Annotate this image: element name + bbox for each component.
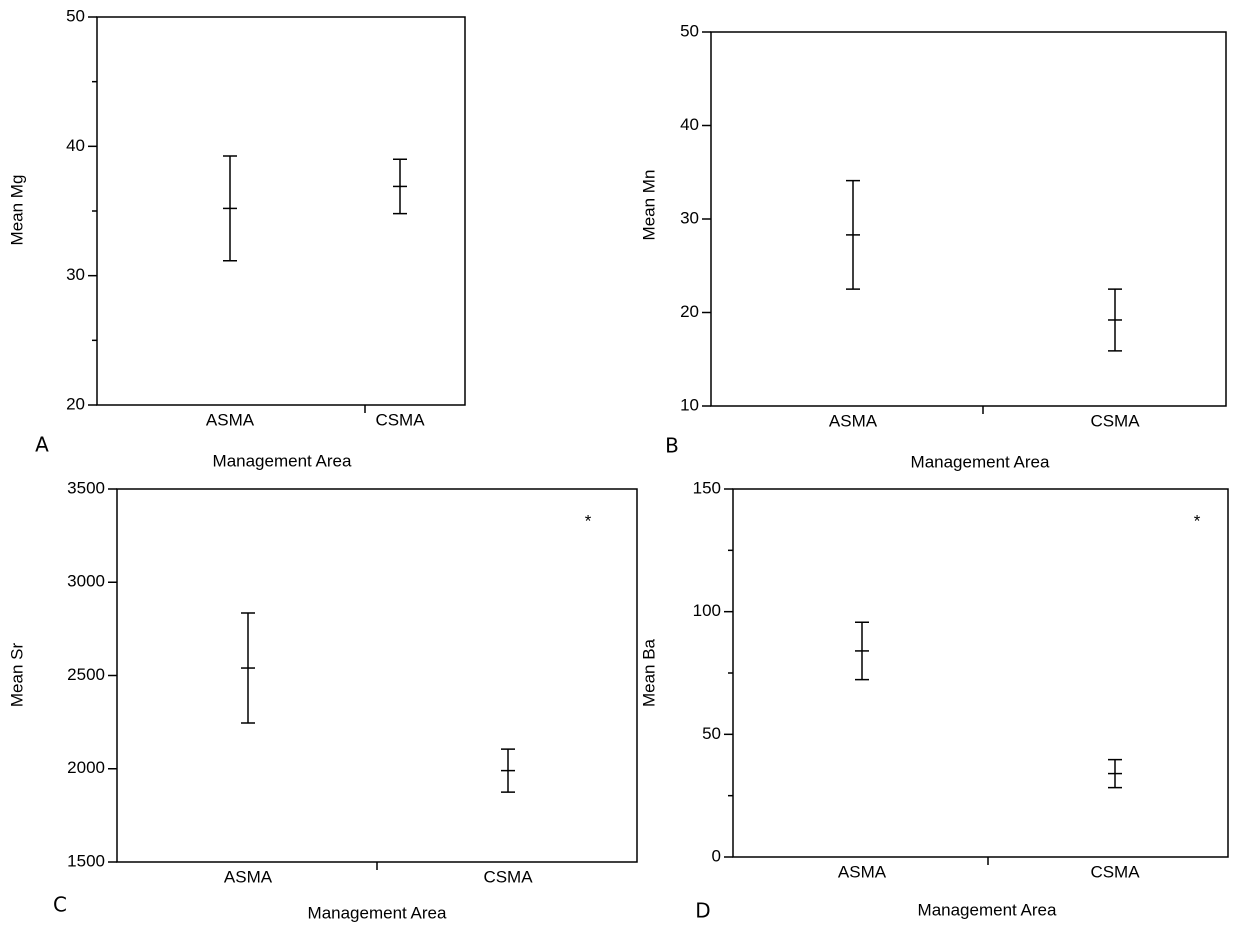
y-tick-label: 3500 [67,478,105,497]
annotation: * [585,511,592,530]
panel-label: B [665,434,679,458]
y-axis-label: Mean Ba [639,638,658,707]
y-axis-label: Mean Mn [639,170,658,241]
x-axis-label: Management Area [308,903,447,922]
panel-label: C [53,893,67,917]
y-tick-label: 3000 [67,572,105,591]
panel-label: A [35,433,49,457]
x-tick-label: CSMA [1090,411,1140,430]
y-tick-label: 150 [693,478,721,497]
annotation: * [1194,511,1201,530]
panel-label: D [695,899,710,923]
x-axis-label: Management Area [911,452,1050,471]
y-tick-label: 1500 [67,851,105,870]
y-tick-label: 50 [66,6,85,25]
x-axis-label: Management Area [918,900,1057,919]
plot-frame [710,31,1227,407]
y-tick-label: 50 [702,724,721,743]
x-tick-label: ASMA [829,411,878,430]
y-tick-label: 20 [66,394,85,413]
y-tick-label: 40 [680,115,699,134]
y-tick-label: 10 [680,395,699,414]
y-tick-label: 30 [680,208,699,227]
x-tick-label: CSMA [1090,862,1140,881]
y-axis-label: Mean Sr [7,643,26,708]
y-tick-label: 40 [66,136,85,155]
x-tick-label: CSMA [375,410,425,429]
y-tick-label: 30 [66,265,85,284]
y-axis-label: Mean Mg [7,175,26,246]
y-tick-label: 2000 [67,758,105,777]
y-tick-label: 2500 [67,665,105,684]
x-tick-label: ASMA [838,862,887,881]
x-axis-label: Management Area [213,451,352,470]
plot-frame [732,488,1229,858]
y-tick-label: 0 [712,846,721,865]
plot-frame [96,16,466,406]
y-tick-label: 50 [680,21,699,40]
y-tick-label: 20 [680,302,699,321]
x-tick-label: ASMA [206,410,255,429]
x-tick-label: ASMA [224,867,273,886]
plot-frame [116,488,638,863]
y-tick-label: 100 [693,601,721,620]
x-tick-label: CSMA [483,867,533,886]
